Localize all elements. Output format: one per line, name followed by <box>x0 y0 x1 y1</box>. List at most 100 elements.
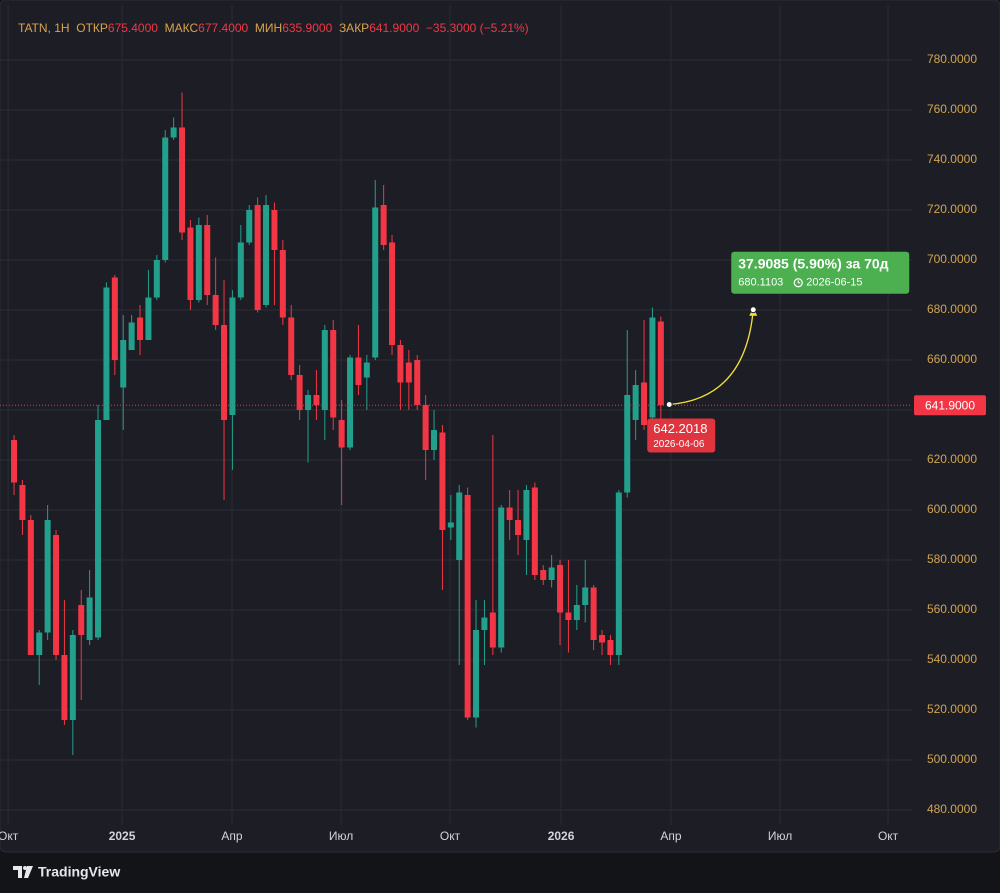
candle-body <box>263 205 270 305</box>
y-tick-label: 540.0000 <box>927 652 977 666</box>
candle-body <box>313 395 320 405</box>
candle-body <box>128 322 135 350</box>
candle-body <box>44 520 51 633</box>
candle-body <box>11 440 18 483</box>
candle-body <box>103 287 110 420</box>
last-price-box <box>914 395 986 416</box>
candle-body <box>439 432 446 530</box>
x-tick-label: 2026 <box>548 829 575 843</box>
clock-hands <box>797 280 801 284</box>
candle-body <box>515 520 522 535</box>
candle-body <box>162 137 169 260</box>
candle-body <box>363 362 370 378</box>
y-tick-label: 700.0000 <box>927 252 977 266</box>
candle-body <box>19 485 26 520</box>
candle-body <box>557 565 564 613</box>
candle-body <box>573 605 580 620</box>
candle-body <box>506 507 513 520</box>
candle-body <box>288 317 295 375</box>
candle-body <box>229 297 236 415</box>
candle-body <box>254 205 261 310</box>
projection-start <box>665 400 673 408</box>
y-tick-label: 740.0000 <box>927 152 977 166</box>
y-tick-label: 780.0000 <box>927 52 977 66</box>
candle-body <box>153 260 160 298</box>
candle-body <box>61 655 68 720</box>
candle-body <box>657 321 664 406</box>
candle-body <box>422 405 429 450</box>
symbol: TATN, 1Н <box>18 21 70 35</box>
candle-body <box>279 250 286 318</box>
projection-target-box <box>731 251 910 294</box>
projection-start-box <box>647 418 716 453</box>
candle-body <box>590 587 597 640</box>
candle-body <box>498 507 505 648</box>
grid <box>0 5 912 825</box>
candle-body <box>145 297 152 340</box>
chart-panel <box>0 0 1000 853</box>
candle-body <box>111 277 118 360</box>
projection-curve <box>669 309 754 406</box>
candle-body <box>338 420 345 448</box>
projection-end <box>749 306 757 314</box>
candle-body <box>389 242 396 345</box>
candle-body <box>137 317 144 340</box>
last-price-label: 641.9000 <box>925 398 975 412</box>
y-tick-label: 480.0000 <box>927 802 977 816</box>
candle-body <box>246 210 253 243</box>
plot <box>11 92 664 755</box>
close-label: ЗАКР <box>338 21 370 35</box>
candle-body <box>599 635 606 643</box>
candle-body <box>405 362 412 383</box>
candle-body <box>641 382 648 425</box>
y-tick-label: 660.0000 <box>927 352 977 366</box>
candle-body <box>355 357 362 385</box>
y-tick-label: 600.0000 <box>927 502 977 516</box>
y-tick-label: 620.0000 <box>927 452 977 466</box>
projection-change: 37.9085 (5.90%) за 70д <box>738 255 888 271</box>
candle-body <box>321 330 328 410</box>
x-tick-label: 2025 <box>109 829 136 843</box>
brand-name: TradingView <box>38 864 120 880</box>
candle-body <box>78 605 85 635</box>
candle-body <box>36 632 43 655</box>
x-tick-label: Июл <box>768 829 792 843</box>
ohlc-legend: TATN, 1Н ОТКР675.4000 МАКС677.4000 МИН63… <box>18 21 529 35</box>
clock-icon <box>793 278 803 288</box>
y-tick-label: 520.0000 <box>927 702 977 716</box>
candle-body <box>397 345 404 383</box>
x-tick-label: Апр <box>660 829 682 843</box>
candle-body <box>489 612 496 648</box>
candle-body <box>649 317 656 418</box>
projection-start-price: 642.2018 <box>653 421 707 436</box>
open-label: ОТКР <box>76 21 108 35</box>
candle-body <box>195 225 202 300</box>
open-value: 675.4000 <box>107 21 158 35</box>
candle-body <box>548 567 555 580</box>
low-label: МИН <box>254 21 283 35</box>
projection-target-price: 680.1103 <box>738 277 783 289</box>
candle-body <box>565 612 572 620</box>
candle-body <box>27 520 34 655</box>
projection-start-date: 2026-04-06 <box>653 439 705 450</box>
candle-body <box>464 495 471 718</box>
candle-body <box>179 127 186 233</box>
candle-body <box>86 597 93 640</box>
candle-body <box>473 630 480 718</box>
y-tick-label: 720.0000 <box>927 202 977 216</box>
x-tick-label: Окт <box>878 829 899 843</box>
y-tick-label: 580.0000 <box>927 552 977 566</box>
x-tick-label: Окт <box>440 829 461 843</box>
candle-body <box>221 325 228 420</box>
candle-body <box>414 360 421 405</box>
candle-body <box>237 242 244 298</box>
candle-body <box>330 330 337 418</box>
y-tick-label: 560.0000 <box>927 602 977 616</box>
y-tick-label: 760.0000 <box>927 102 977 116</box>
projection-target-date: 2026-06-15 <box>806 277 862 289</box>
high-label: МАКС <box>164 21 199 35</box>
candle-body <box>69 635 76 720</box>
candle-body <box>305 395 312 410</box>
candle-body <box>523 490 530 540</box>
